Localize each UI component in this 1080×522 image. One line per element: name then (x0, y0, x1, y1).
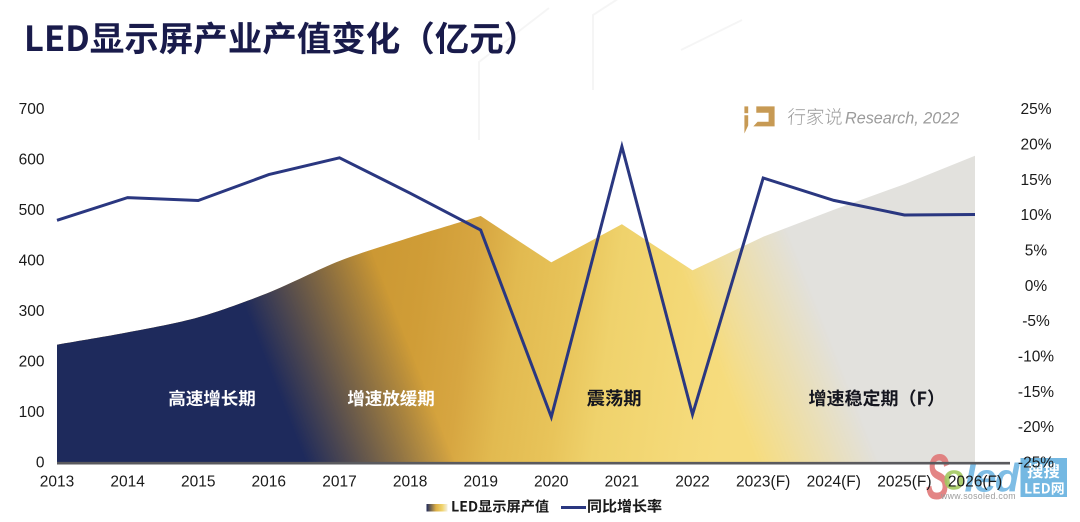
svg-text:-15%: -15% (1018, 384, 1054, 401)
svg-text:500: 500 (19, 202, 45, 219)
svg-text:-5%: -5% (1022, 313, 1050, 330)
svg-text:600: 600 (19, 152, 45, 169)
svg-text:2015: 2015 (181, 474, 215, 491)
svg-text:2022: 2022 (675, 474, 709, 491)
svg-text:2014: 2014 (110, 474, 145, 491)
svg-text:25%: 25% (1020, 101, 1051, 118)
svg-text:0%: 0% (1025, 278, 1048, 295)
svg-text:2019: 2019 (463, 474, 497, 491)
svg-text:-10%: -10% (1018, 349, 1054, 366)
svg-text:2026(F): 2026(F) (948, 474, 1002, 491)
svg-text:700: 700 (19, 101, 45, 118)
svg-text:2024(F): 2024(F) (807, 474, 861, 491)
svg-text:2020: 2020 (534, 474, 569, 491)
svg-text:2017: 2017 (322, 474, 356, 491)
svg-text:100: 100 (19, 404, 45, 421)
svg-text:www.sosoled.com: www.sosoled.com (940, 491, 1016, 501)
svg-text:400: 400 (19, 253, 45, 270)
svg-text:Research, 2022: Research, 2022 (845, 110, 959, 128)
svg-text:20%: 20% (1020, 136, 1051, 153)
svg-text:10%: 10% (1020, 207, 1051, 224)
svg-text:200: 200 (19, 354, 45, 371)
svg-text:2013: 2013 (40, 474, 74, 491)
svg-text:0: 0 (36, 455, 45, 472)
svg-text:-25%: -25% (1018, 455, 1054, 472)
svg-text:2023(F): 2023(F) (736, 474, 790, 491)
svg-text:300: 300 (19, 303, 45, 320)
svg-text:2016: 2016 (252, 474, 286, 491)
svg-text:15%: 15% (1020, 172, 1051, 189)
svg-text:2025(F): 2025(F) (877, 474, 931, 491)
svg-text:o: o (943, 457, 965, 498)
svg-text:2018: 2018 (393, 474, 427, 491)
svg-text:5%: 5% (1025, 243, 1048, 260)
svg-text:S: S (926, 441, 949, 513)
svg-text:2021: 2021 (605, 474, 639, 491)
svg-text:-20%: -20% (1018, 419, 1054, 436)
